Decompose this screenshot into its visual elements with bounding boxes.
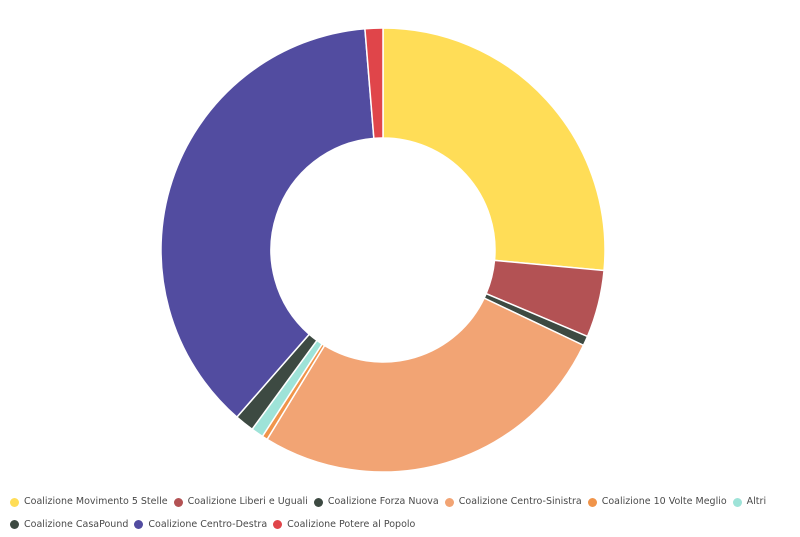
donut-chart [160,27,606,473]
slice-coalizione-centro-destra[interactable] [160,27,375,419]
chart-legend: Coalizione Movimento 5 Stelle Coalizione … [10,492,798,537]
legend-item[interactable]: Coalizione CasaPound [10,515,128,535]
legend-label: Coalizione Liberi e Uguali [187,496,308,507]
slice-coalizione-centro-sinistra[interactable] [266,297,585,473]
legend-dot-icon [313,497,323,507]
legend-label: Coalizione 10 Volte Meglio [601,496,727,507]
slice-coalizione-movimento-5-stelle[interactable] [382,27,606,272]
legend-label: Coalizione CasaPound [24,518,129,530]
legend-label: Coalizione Centro-Destra [148,518,268,530]
legend-item[interactable]: Coalizione Liberi e Uguali [173,492,308,512]
legend-dot-icon [444,497,454,507]
legend-label: Coalizione Centro-Sinistra [458,496,582,507]
legend-item[interactable]: Coalizione Centro-Sinistra [444,492,582,512]
legend-label: Coalizione Forza Nuova [327,496,439,507]
legend-dot-icon [10,520,19,529]
legend-dot-icon [587,497,597,507]
legend-dot-icon [10,497,19,507]
legend-item[interactable]: Coalizione Forza Nuova [313,492,439,512]
legend-label: Altri [746,496,767,507]
legend-dot-icon [732,497,742,507]
slice-coalizione-potere-al-popolo[interactable] [364,27,384,140]
legend-item[interactable]: Coalizione Centro-Destra [134,515,267,535]
legend-label: Coalizione Movimento 5 Stelle [24,496,168,507]
legend-item[interactable]: Coalizione Potere al Popolo [273,515,415,535]
legend-item[interactable]: Coalizione Movimento 5 Stelle [10,492,168,512]
legend-item[interactable]: Altri [732,492,767,512]
legend-dot-icon [134,520,144,529]
legend-dot-icon [273,520,283,529]
legend-dot-icon [173,497,183,507]
legend-label: Coalizione Potere al Popolo [287,518,416,530]
legend-item[interactable]: Coalizione 10 Volte Meglio [587,492,727,512]
